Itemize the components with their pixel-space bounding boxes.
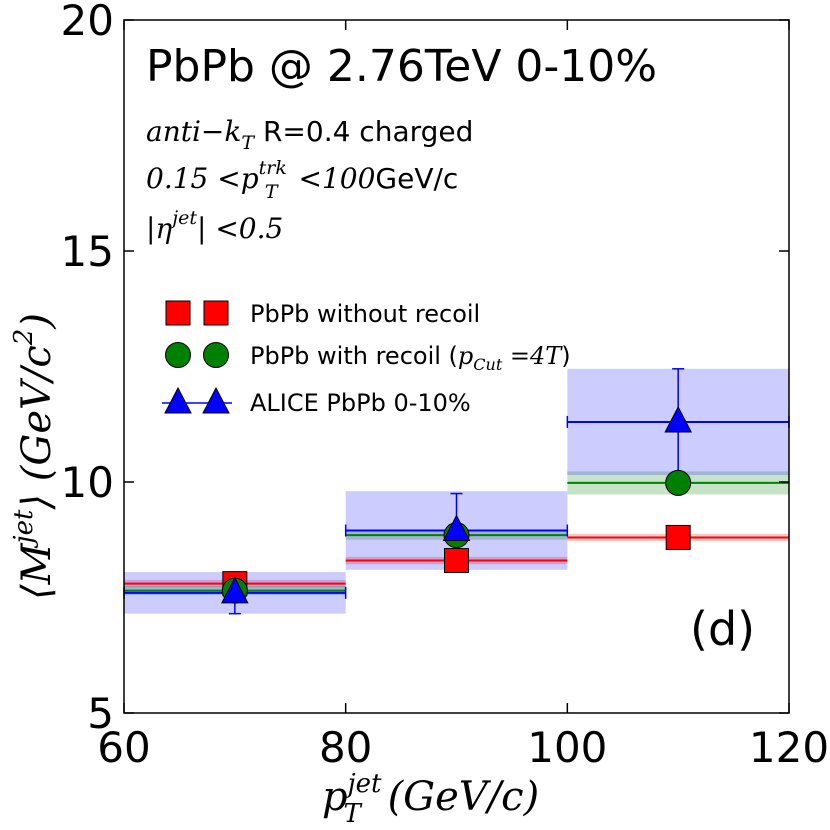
legend-label-with-recoil: PbPb with recoil (pCut =4T) <box>250 342 571 374</box>
alice-point-1 <box>442 514 471 542</box>
x-tick-label-1: 80 <box>319 723 372 772</box>
legend-label-alice: ALICE PbPb 0-10% <box>250 389 471 417</box>
legend-marker-without-recoil-a <box>165 300 191 326</box>
axis-ticks: 60 80 100 120 5 10 15 20 <box>61 0 830 772</box>
chart-title: PbPb @ 2.76TeV 0-10% <box>146 41 657 92</box>
algorithm-annotation: anti−kT R=0.4 charged <box>146 115 473 154</box>
x-tick-label-3: 120 <box>749 723 829 772</box>
y-tick-label-1: 10 <box>61 458 114 507</box>
with-recoil-point-2 <box>665 469 692 496</box>
legend-markers <box>162 300 232 414</box>
panel-label: (d) <box>690 602 755 656</box>
legend-label-without-recoil: PbPb without recoil <box>250 300 480 328</box>
alice-point-0 <box>221 576 249 604</box>
y-tick-label-3: 20 <box>61 0 114 45</box>
without-recoil-point-1 <box>444 548 469 574</box>
y-tick-label-0: 5 <box>87 689 114 738</box>
y-tick-label-2: 15 <box>61 227 114 276</box>
data-markers <box>221 405 692 604</box>
legend-marker-with-recoil-b <box>203 342 229 368</box>
legend: PbPb without recoil PbPb with recoil (pC… <box>162 300 571 417</box>
alice-point-2 <box>664 405 692 433</box>
plot-frame <box>123 19 790 714</box>
y-axis-label: ⟨Mjet⟩ (GeV/c2) <box>9 313 60 600</box>
legend-marker-alice-a <box>164 386 192 414</box>
x-tick-label-2: 100 <box>527 723 607 772</box>
eta-annotation: |ηjet| <0.5 <box>146 207 283 245</box>
legend-marker-alice-b <box>202 386 230 414</box>
without-recoil-point-2 <box>665 524 691 550</box>
track-pt-annotation: 0.15 <ptrk T <100GeV/c <box>146 157 458 203</box>
x-tick-label-0: 60 <box>97 723 150 772</box>
legend-marker-without-recoil-b <box>203 300 229 326</box>
x-axis-label: pjet T (GeV/c) <box>322 769 539 829</box>
legend-marker-with-recoil-a <box>165 342 191 368</box>
